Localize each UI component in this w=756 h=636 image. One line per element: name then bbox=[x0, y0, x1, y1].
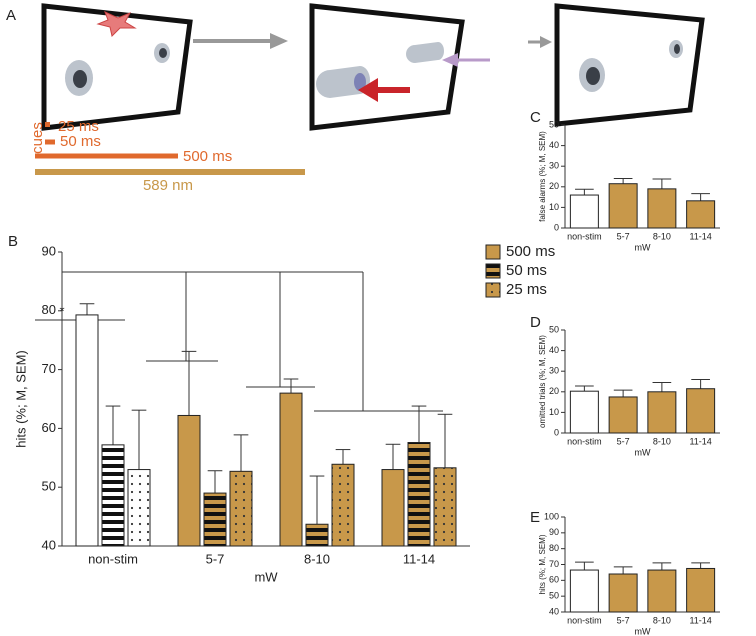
legend-label: 25 ms bbox=[506, 281, 547, 298]
y-tick-label: 90 bbox=[549, 527, 559, 537]
x-tick-label: non-stim bbox=[88, 551, 138, 566]
y-tick-label: 30 bbox=[549, 161, 559, 171]
y-tick-label: 10 bbox=[549, 407, 559, 417]
y-tick-label: 90 bbox=[42, 243, 56, 258]
x-tick-label: 11-14 bbox=[689, 231, 711, 241]
bar bbox=[331, 463, 355, 547]
y-axis-label: omitted trials (%; M, SEM) bbox=[538, 335, 547, 428]
x-axis-label: mW bbox=[635, 242, 651, 252]
y-tick-label: 100 bbox=[544, 511, 559, 521]
diagram-label: 25 ms bbox=[58, 118, 99, 135]
bar bbox=[381, 469, 405, 547]
panel-label: A bbox=[6, 7, 16, 24]
bar bbox=[127, 469, 151, 547]
x-tick-label: non-stim bbox=[567, 615, 602, 625]
y-tick-label: 50 bbox=[549, 119, 559, 129]
y-tick-label: 50 bbox=[549, 324, 559, 334]
y-axis-label: hits (%; M, SEM) bbox=[538, 534, 547, 594]
bar bbox=[305, 523, 329, 547]
bar bbox=[433, 467, 457, 547]
bar bbox=[75, 314, 99, 547]
y-tick-label: 30 bbox=[549, 366, 559, 376]
legend-swatch bbox=[485, 282, 501, 298]
x-tick-label: 11-14 bbox=[689, 436, 711, 446]
y-tick-label: 50 bbox=[42, 479, 56, 494]
x-tick-label: 8-10 bbox=[653, 615, 671, 625]
y-tick-label: 80 bbox=[549, 543, 559, 553]
y-tick-label: 20 bbox=[549, 386, 559, 396]
x-tick-label: 11-14 bbox=[403, 551, 435, 566]
bar bbox=[647, 569, 677, 613]
legend-label: 500 ms bbox=[506, 243, 555, 260]
x-tick-label: 5-7 bbox=[617, 615, 630, 625]
bar bbox=[177, 414, 201, 547]
panel-label: C bbox=[530, 109, 541, 126]
diagram-label: 589 nm bbox=[143, 177, 193, 194]
y-tick-label: 70 bbox=[549, 559, 559, 569]
x-tick-label: 5-7 bbox=[617, 231, 630, 241]
y-axis-label: false alarms (%; M, SEM) bbox=[538, 131, 547, 222]
bar bbox=[279, 392, 303, 547]
bar bbox=[203, 492, 227, 547]
y-tick-label: 40 bbox=[549, 140, 559, 150]
bar bbox=[229, 470, 253, 547]
y-tick-label: 0 bbox=[554, 222, 559, 232]
y-tick-label: 10 bbox=[549, 202, 559, 212]
panel-label: D bbox=[530, 314, 541, 331]
y-tick-label: 20 bbox=[549, 181, 559, 191]
bar bbox=[608, 573, 638, 613]
y-tick-label: 40 bbox=[549, 345, 559, 355]
y-tick-label: 70 bbox=[42, 361, 56, 376]
diagram-label: 50 ms bbox=[60, 133, 101, 150]
x-tick-label: 11-14 bbox=[689, 615, 711, 625]
bar bbox=[608, 183, 638, 229]
bar bbox=[686, 200, 716, 229]
bar bbox=[569, 390, 599, 434]
x-tick-label: 5-7 bbox=[617, 436, 630, 446]
y-tick-label: 80 bbox=[42, 302, 56, 317]
legend-swatch bbox=[485, 263, 501, 279]
y-tick-label: 40 bbox=[42, 537, 56, 552]
bar bbox=[101, 444, 125, 547]
x-tick-label: 5-7 bbox=[206, 551, 225, 566]
x-tick-label: 8-10 bbox=[304, 551, 330, 566]
bar bbox=[686, 388, 716, 434]
bar bbox=[407, 442, 431, 547]
panel-a-drawing bbox=[35, 3, 705, 175]
panel-label: B bbox=[8, 233, 18, 250]
y-tick-label: 60 bbox=[42, 420, 56, 435]
legend-label: 50 ms bbox=[506, 262, 547, 279]
bar bbox=[647, 391, 677, 434]
x-tick-label: non-stim bbox=[567, 231, 602, 241]
bar bbox=[686, 567, 716, 613]
x-axis-label: mW bbox=[254, 569, 278, 584]
y-tick-label: 60 bbox=[549, 575, 559, 585]
diagram-label: cues bbox=[29, 122, 46, 154]
x-tick-label: non-stim bbox=[567, 436, 602, 446]
y-tick-label: 0 bbox=[554, 427, 559, 437]
panel-label: E bbox=[530, 509, 540, 526]
y-tick-label: 50 bbox=[549, 591, 559, 601]
y-tick-label: 40 bbox=[549, 606, 559, 616]
y-axis-label: hits (%; M, SEM) bbox=[13, 350, 28, 448]
x-tick-label: 8-10 bbox=[653, 436, 671, 446]
x-tick-label: 8-10 bbox=[653, 231, 671, 241]
x-axis-label: mW bbox=[635, 447, 651, 457]
bar bbox=[647, 188, 677, 229]
bar bbox=[608, 396, 638, 434]
x-axis-label: mW bbox=[635, 626, 651, 636]
bar bbox=[569, 194, 599, 229]
bar bbox=[569, 569, 599, 613]
legend-swatch bbox=[485, 244, 501, 260]
diagram-label: 500 ms bbox=[183, 148, 232, 165]
